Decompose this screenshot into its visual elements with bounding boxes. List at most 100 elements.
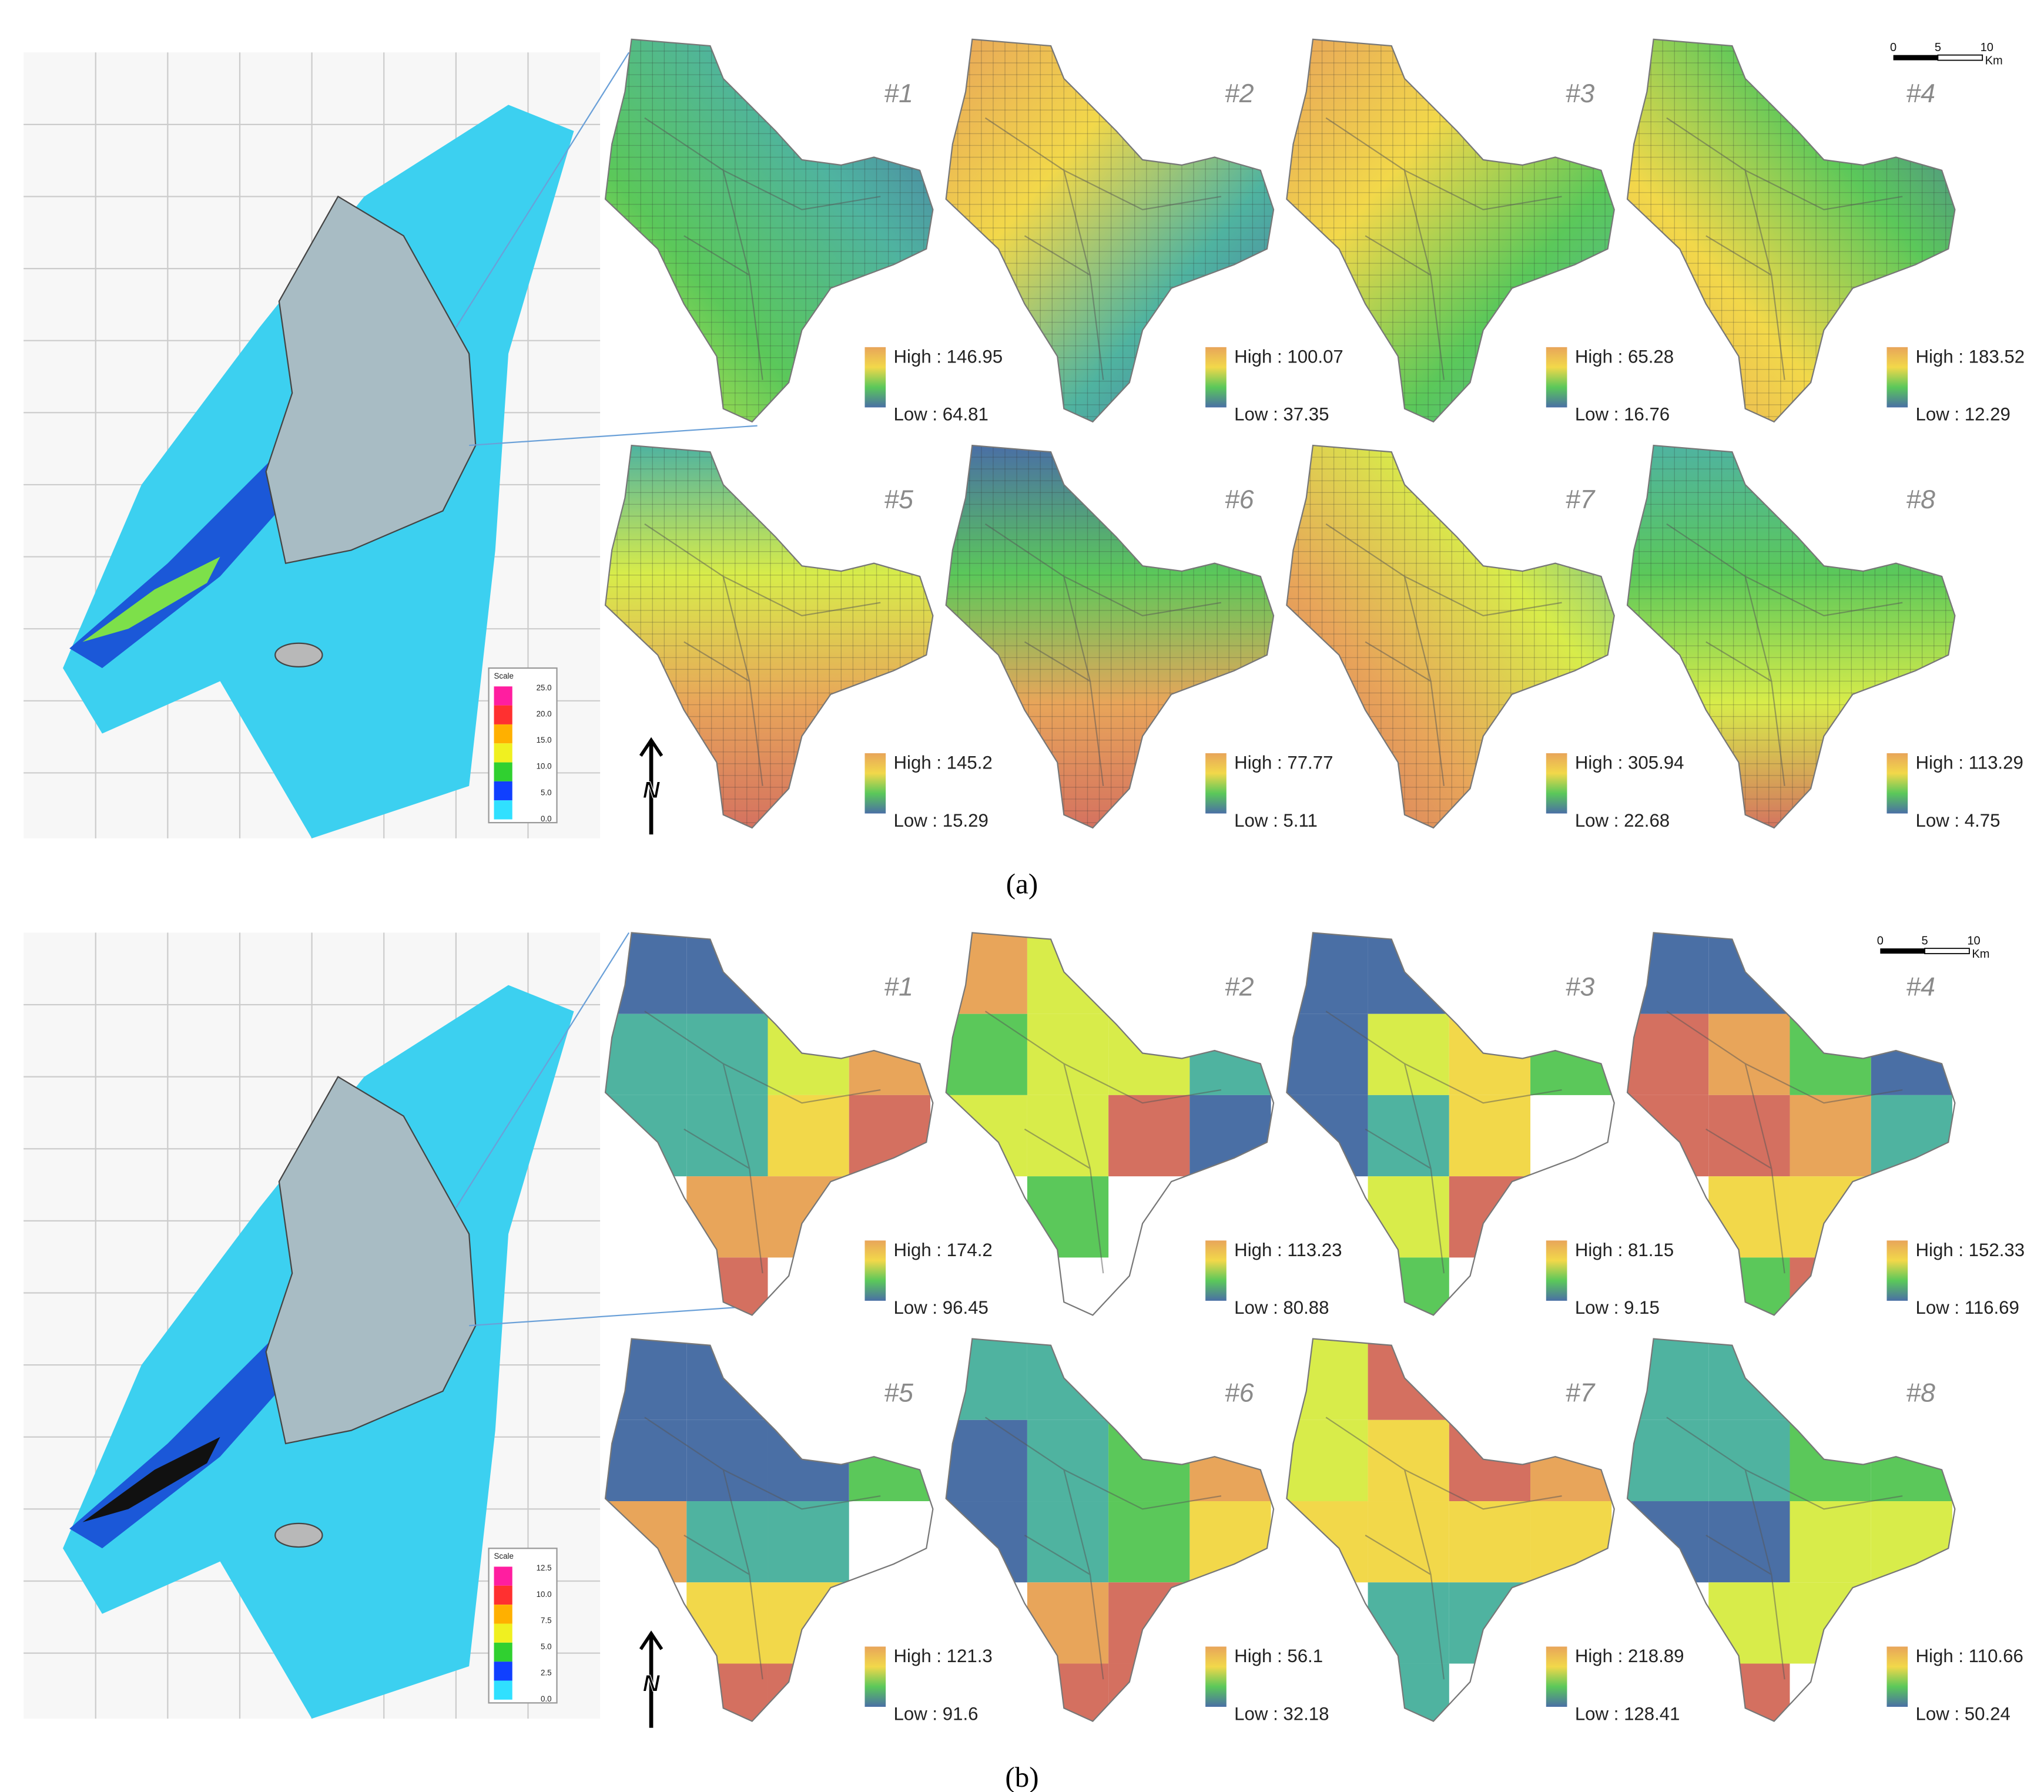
island	[274, 1522, 323, 1548]
grid-cell	[1449, 1582, 1531, 1664]
grid-cell	[1368, 1663, 1449, 1721]
legend-high: High : 56.1	[1234, 1646, 1323, 1666]
watershed-outline	[1626, 932, 1956, 1316]
scale-swatch	[494, 743, 512, 763]
grid-cell	[1790, 1176, 1871, 1258]
legend-ramp	[864, 753, 886, 814]
scale-swatch	[494, 1623, 512, 1643]
grid-cell	[1708, 1663, 1790, 1721]
sub-map: #6 High : 77.77 Low : 5.11	[945, 444, 1333, 831]
grid-cell	[946, 1419, 1027, 1502]
grid-cell	[1368, 1014, 1449, 1095]
scale-bar-tick: 0	[1890, 41, 1896, 54]
grid-cell	[1449, 1176, 1531, 1258]
legend-ramp	[1205, 1646, 1227, 1707]
subbasin-lines	[1666, 117, 1903, 380]
grid-cell	[605, 1338, 687, 1420]
grid-cell	[768, 1663, 849, 1721]
grid-cell	[1027, 1501, 1109, 1583]
grid-cell	[1027, 1419, 1109, 1502]
legend-low: Low : 4.75	[1916, 810, 2001, 831]
scale-label: 15.0	[537, 736, 552, 744]
panel-caption: (b)	[1005, 1761, 1038, 1792]
legend-high: High : 146.95	[894, 347, 1003, 367]
grid-cell	[1627, 932, 1709, 1014]
map-label: #7	[1566, 485, 1596, 514]
map-label: #5	[884, 1379, 913, 1408]
watershed-outline	[945, 444, 1275, 829]
grid-cell	[1530, 1501, 1612, 1583]
scale-bar-tick: 10	[1981, 41, 1993, 54]
peninsula	[265, 195, 477, 565]
scale-bar-tick: 5	[1922, 934, 1928, 947]
watershed-outline	[604, 1338, 934, 1722]
scale-bar-white	[1924, 948, 1970, 954]
scale-bar-unit: Km	[1985, 54, 2003, 67]
grid-cell	[1627, 1419, 1709, 1502]
subbasin-lines	[1666, 1417, 1903, 1680]
legend-low: Low : 15.29	[894, 810, 989, 831]
grid-cell	[1871, 1095, 1952, 1177]
grid-cell	[768, 1501, 849, 1583]
legend-ramp	[864, 1646, 886, 1707]
subbasin-lines	[1666, 523, 1903, 786]
watershed-outline	[1286, 932, 1615, 1316]
grid-cell	[605, 1014, 687, 1095]
sub-map: #5 High : 145.2 Low : 15.29	[604, 444, 993, 831]
radar-core	[82, 1437, 220, 1522]
scale-swatch	[494, 705, 512, 724]
scale-bar-tick: 5	[1935, 41, 1941, 54]
legend-ramp	[1546, 1240, 1567, 1301]
scale-swatch	[494, 1605, 512, 1624]
grid-cell	[1027, 1014, 1109, 1095]
legend-ramp	[864, 1240, 886, 1301]
legend-high: High : 152.33	[1916, 1240, 2025, 1260]
scale-swatch	[494, 724, 512, 744]
scale-label: 25.0	[537, 683, 552, 692]
north-arrow-head	[639, 737, 664, 757]
map-label: #1	[884, 79, 913, 108]
legend-high: High : 174.2	[894, 1240, 993, 1260]
grid-cell	[946, 1338, 1027, 1420]
sub-map: #7 High : 305.94 Low : 22.68	[1286, 444, 1684, 831]
grid-cell	[605, 1419, 687, 1502]
legend-high: High : 113.29	[1916, 753, 2023, 773]
watershed-outline	[1626, 1338, 1956, 1722]
grid-cell	[768, 1176, 849, 1258]
legend-high: High : 121.3	[894, 1646, 993, 1666]
legend-high: High : 145.2	[894, 753, 993, 773]
sub-map: #5 High : 121.3 Low : 91.6	[604, 1338, 993, 1724]
scale-bar-black	[1893, 55, 1938, 61]
grid-cell	[1627, 1501, 1709, 1583]
subbasin-lines	[644, 1011, 881, 1274]
subbasin-lines	[644, 1417, 881, 1680]
zoom-line	[469, 425, 758, 447]
map-label: #6	[1225, 1379, 1254, 1408]
legend-ramp	[1205, 1240, 1227, 1301]
grid-cell	[1108, 1095, 1190, 1177]
watershed-outline	[1286, 38, 1615, 423]
legend-high: High : 113.23	[1234, 1240, 1342, 1260]
legend-low: Low : 91.6	[894, 1703, 979, 1724]
legend-ramp	[1546, 347, 1567, 408]
scale-label: 20.0	[537, 710, 552, 719]
legend-high: High : 110.66	[1916, 1646, 2023, 1666]
legend-ramp	[1886, 1646, 1908, 1707]
grid-cell	[1286, 1095, 1368, 1177]
map-label: #8	[1906, 1379, 1935, 1408]
grid-cell	[686, 1419, 768, 1502]
scale-bar-tick: 10	[1967, 934, 1980, 947]
grid-cell	[605, 932, 687, 1014]
grid-cell	[1368, 932, 1449, 1014]
legend-ramp	[1205, 347, 1227, 408]
grid-cell	[1286, 1419, 1368, 1502]
subbasin-lines	[1325, 1011, 1562, 1274]
legend-low: Low : 96.45	[894, 1297, 989, 1318]
grid-cell	[1627, 1014, 1709, 1095]
subbasin-lines	[644, 117, 881, 380]
panel-caption: (a)	[1006, 868, 1038, 900]
grid-cell	[1027, 1338, 1109, 1420]
sub-map: #3 High : 65.28 Low : 16.76	[1286, 38, 1674, 425]
grid-cell	[1286, 932, 1368, 1014]
